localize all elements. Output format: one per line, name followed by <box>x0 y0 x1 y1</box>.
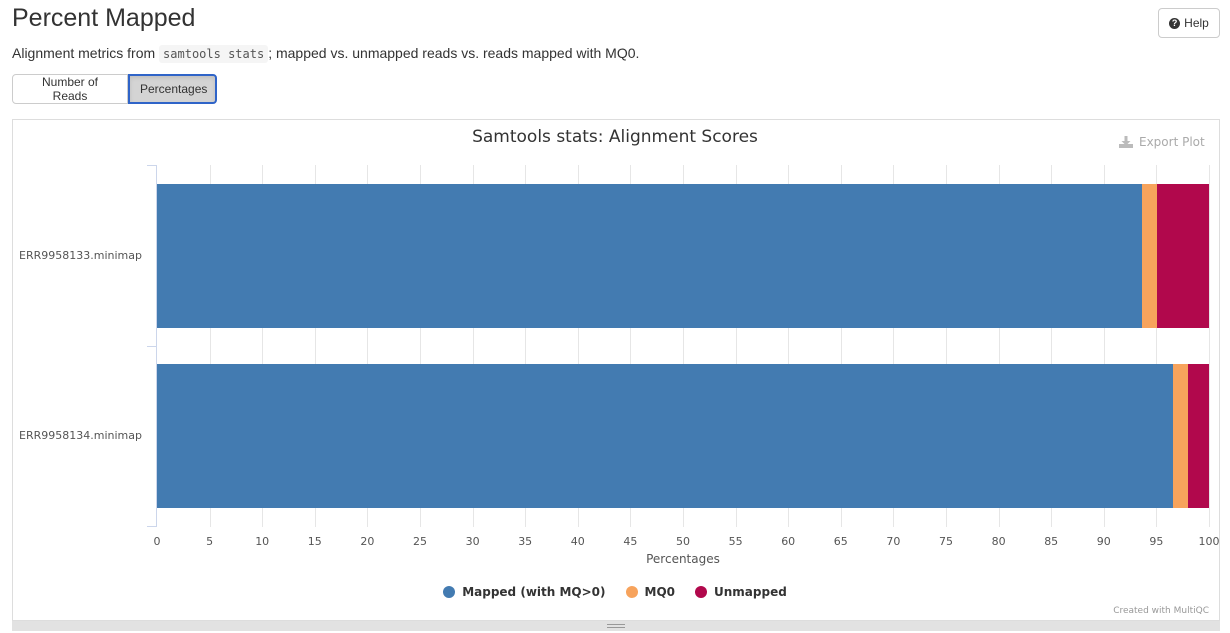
x-tick-label: 30 <box>465 535 480 548</box>
legend-item-unmapped[interactable]: Unmapped <box>695 585 787 599</box>
bar-segment-mq0[interactable] <box>1141 184 1158 328</box>
grid-line <box>630 165 632 527</box>
chart-title: Samtools stats: Alignment Scores <box>472 127 758 147</box>
grid-line <box>525 165 527 527</box>
grid-line <box>1209 165 1210 527</box>
chart-legend: Mapped (with MQ>0) MQ0 Unmapped <box>0 585 1230 599</box>
bar-segment-mapped[interactable] <box>157 184 1142 328</box>
x-tick-label: 10 <box>255 535 270 548</box>
help-label: Help <box>1184 16 1209 30</box>
toggle-percentages[interactable]: Percentages <box>128 74 217 104</box>
question-circle-icon: ? <box>1169 17 1181 29</box>
x-tick-label: 20 <box>360 535 375 548</box>
grid-line <box>998 165 1000 527</box>
x-tick-label: 85 <box>1044 535 1059 548</box>
plot-resize-handle[interactable] <box>12 621 1220 631</box>
grid-line <box>1103 165 1105 527</box>
bar-segment-unmapped[interactable] <box>1157 184 1209 328</box>
bar-sample-2[interactable] <box>157 364 1209 508</box>
grid-line <box>1156 165 1158 527</box>
x-tick-label: 0 <box>153 535 161 548</box>
toggle-number-of-reads[interactable]: Number of Reads <box>12 74 128 104</box>
x-tick-label: 80 <box>991 535 1006 548</box>
data-toggle-group: Number of Reads Percentages <box>12 74 217 104</box>
plot-container <box>12 119 1220 621</box>
legend-dot-icon <box>625 586 638 598</box>
grid-line <box>893 165 895 527</box>
grid-line <box>946 165 947 527</box>
x-tick-label: 35 <box>518 535 533 548</box>
export-label: Export Plot <box>1139 135 1205 149</box>
x-tick-label: 5 <box>206 535 214 548</box>
bar-sample-1[interactable] <box>157 184 1209 328</box>
legend-item-mapped[interactable]: Mapped (with MQ>0) <box>443 585 606 599</box>
legend-label: MQ0 <box>644 585 676 599</box>
x-tick-label: 50 <box>676 535 690 548</box>
grid-line <box>735 165 737 527</box>
y-tick <box>147 526 157 527</box>
grid-line <box>209 165 211 527</box>
page-title: Percent Mapped <box>12 4 196 32</box>
bar-segment-unmapped[interactable] <box>1187 364 1209 508</box>
grid-line <box>683 165 684 527</box>
description-code: samtools stats <box>159 45 269 63</box>
grid-line <box>420 165 421 527</box>
grid-line <box>788 165 790 527</box>
bar-segment-mapped[interactable] <box>157 364 1174 508</box>
legend-label: Mapped (with MQ>0) <box>462 585 606 599</box>
y-label-sample-2: ERR9958134.minimap <box>19 429 142 442</box>
help-button[interactable]: ? Help <box>1158 8 1220 38</box>
legend-item-mq0[interactable]: MQ0 <box>625 585 676 599</box>
download-icon <box>1119 136 1133 148</box>
x-tick-label: 95 <box>1149 535 1164 548</box>
x-tick-label: 100 <box>1198 535 1220 548</box>
legend-dot-icon <box>443 586 456 598</box>
section-description: Alignment metrics from samtools stats; m… <box>12 45 640 63</box>
y-tick <box>147 165 157 166</box>
x-tick-label: 60 <box>781 535 796 548</box>
grid-line <box>1051 165 1053 527</box>
y-tick <box>147 346 157 347</box>
grid-line <box>472 165 474 527</box>
x-tick-label: 70 <box>886 535 901 548</box>
y-label-sample-1: ERR9958133.minimap <box>19 249 142 262</box>
description-text: Alignment metrics from <box>12 45 160 61</box>
grid-line <box>262 165 264 527</box>
legend-dot-icon <box>695 586 707 598</box>
x-tick-label: 45 <box>623 535 638 548</box>
x-tick-label: 75 <box>939 535 953 548</box>
description-text-suffix: ; mapped vs. unmapped reads vs. reads ma… <box>268 45 640 61</box>
legend-label: Unmapped <box>714 585 787 599</box>
grip-icon <box>607 624 625 628</box>
x-tick-label: 15 <box>307 535 322 548</box>
grid-line <box>577 165 579 527</box>
x-tick-label: 40 <box>570 535 585 548</box>
export-plot-button[interactable]: Export Plot <box>1118 135 1205 149</box>
grid-line <box>314 165 316 527</box>
x-axis-title: Percentages <box>646 552 720 566</box>
bar-segment-mq0[interactable] <box>1173 364 1188 508</box>
x-tick-label: 55 <box>728 535 743 548</box>
grid-line <box>840 165 842 527</box>
x-tick-label: 25 <box>413 535 427 548</box>
x-tick-label: 90 <box>1096 535 1111 548</box>
multiqc-credit-link[interactable]: Created with MultiQC <box>1113 606 1209 616</box>
grid-line <box>367 165 369 527</box>
x-tick-label: 65 <box>833 535 848 548</box>
